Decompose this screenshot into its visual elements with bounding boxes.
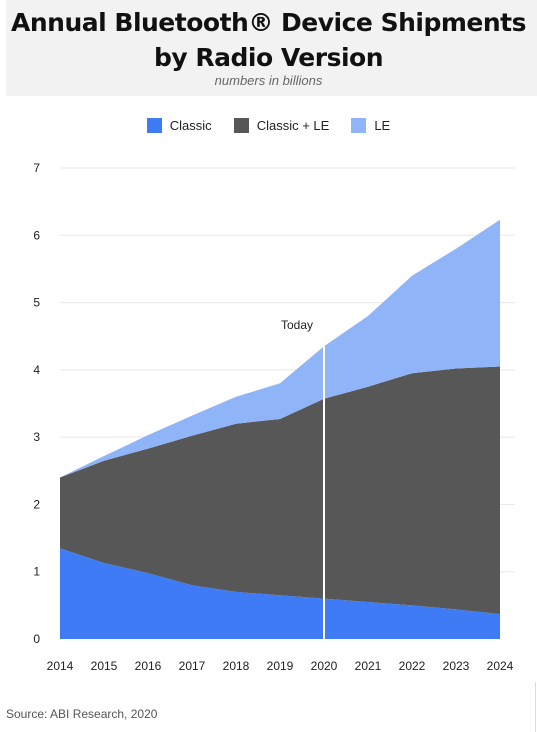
divider	[535, 682, 536, 732]
legend-item-classic[interactable]: Classic	[146, 118, 212, 133]
x-tick-label-2018: 2018	[223, 659, 250, 673]
y-tick-label-3: 3	[33, 430, 40, 444]
x-tick-label-2016: 2016	[135, 659, 162, 673]
source-note: Source: ABI Research, 2020	[6, 707, 158, 721]
chart-title-line2: by Radio Version	[153, 43, 384, 72]
y-tick-label-6: 6	[33, 228, 40, 242]
y-tick-label-1: 1	[33, 565, 40, 579]
chart-subtitle: numbers in billions	[214, 73, 323, 88]
legend-swatch-le	[351, 118, 367, 133]
area-chart: 0 1 2 3 4 5 6 7 2014 2015 2016 2017 2018 2019 2020 2021…	[33, 161, 515, 673]
x-tick-label-2024: 2024	[487, 659, 514, 673]
legend-item-le[interactable]: LE	[351, 118, 390, 133]
legend: Classic Classic + LE LE	[0, 118, 537, 133]
x-tick-label-2022: 2022	[399, 659, 426, 673]
y-tick-label-2: 2	[33, 497, 40, 511]
legend-item-classic-le[interactable]: Classic + LE	[233, 118, 330, 133]
today-annotation-label: Today	[281, 318, 313, 332]
area-series-le	[60, 219, 500, 478]
x-tick-label-2015: 2015	[91, 659, 118, 673]
x-tick-label-2019: 2019	[267, 659, 294, 673]
legend-label-classic: Classic	[169, 118, 212, 133]
y-tick-label-0: 0	[33, 632, 40, 646]
y-tick-label-5: 5	[33, 296, 40, 310]
area-series-classic-le	[60, 366, 500, 615]
legend-swatch-classic	[146, 118, 162, 133]
area-series-classic	[60, 548, 500, 639]
x-tick-label-2014: 2014	[47, 659, 74, 673]
y-tick-label-4: 4	[33, 363, 40, 377]
y-tick-label-7: 7	[33, 161, 40, 175]
x-tick-label-2020: 2020	[311, 659, 338, 673]
legend-swatch-classic-le	[233, 118, 249, 133]
x-tick-label-2017: 2017	[179, 659, 206, 673]
legend-label-le: LE	[374, 118, 391, 133]
legend-label-classic-le: Classic + LE	[256, 118, 330, 133]
x-tick-label-2021: 2021	[355, 659, 382, 673]
header-band	[6, 0, 537, 96]
x-tick-label-2023: 2023	[443, 659, 470, 673]
chart-title-line1: Annual Bluetooth® Device Shipments	[11, 8, 526, 37]
